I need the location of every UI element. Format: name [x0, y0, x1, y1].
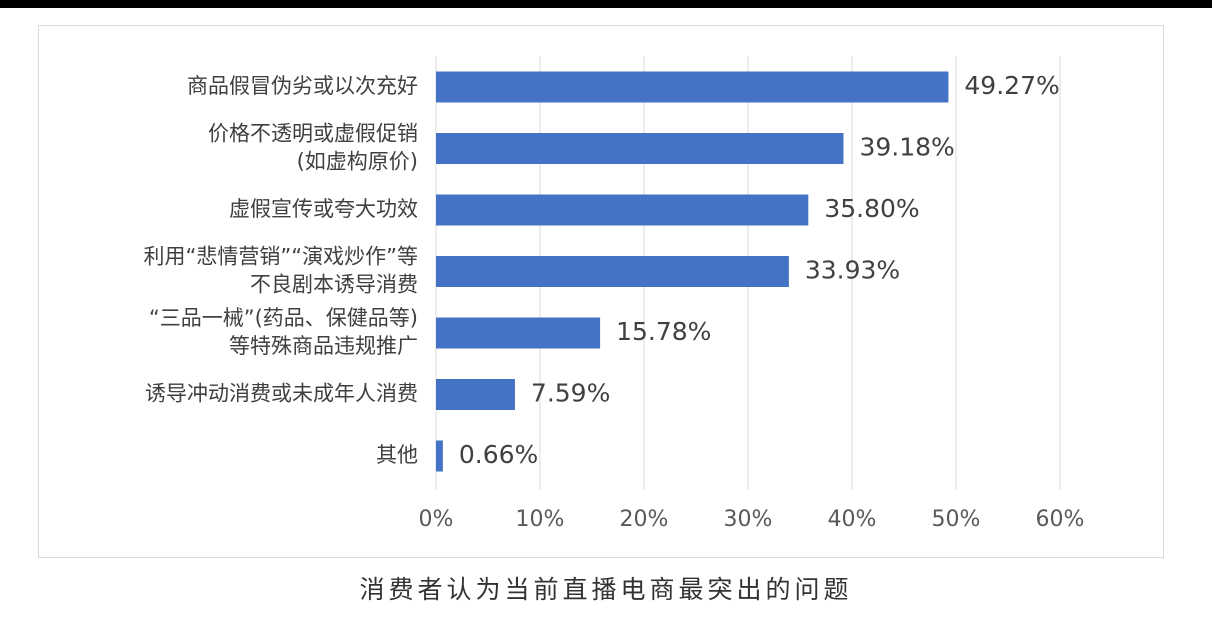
x-tick-label: 20% [620, 507, 669, 532]
bar [436, 379, 515, 410]
x-tick-label: 0% [419, 507, 454, 532]
category-label: “三品一械”(药品、保健品等) [149, 306, 418, 330]
labels: 0% 10% 20% 30% 40% 50% 60% 49.27% 商品假冒伪劣或以次充好 39.… [143, 71, 1084, 532]
x-tick-label: 50% [932, 507, 981, 532]
x-tick-label: 40% [828, 507, 877, 532]
category-label: 等特殊商品违规推广 [229, 334, 418, 358]
category-label: (如虚构原价) [297, 150, 418, 174]
category-label: 不良剧本诱导消费 [250, 273, 418, 297]
bar [436, 317, 601, 349]
chart-frame [38, 25, 1164, 558]
x-tick-label: 30% [724, 507, 773, 532]
bar [436, 440, 443, 472]
chart-caption: 消费者认为当前直播电商最突出的问题 [359, 575, 853, 604]
bar [436, 194, 809, 226]
value-label: 0.66% [459, 440, 538, 469]
category-label: 价格不透明或虚假促销 [208, 122, 418, 146]
x-tick-label: 60% [1036, 507, 1085, 532]
category-label: 商品假冒伪劣或以次充好 [187, 74, 418, 98]
value-label: 33.93% [805, 256, 900, 285]
bars [436, 71, 949, 472]
bar [436, 256, 789, 287]
bar [436, 71, 949, 103]
value-label: 49.27% [964, 71, 1059, 100]
category-label: 虚假宣传或夸大功效 [229, 197, 418, 221]
x-tick-label: 10% [516, 507, 565, 532]
bar [436, 133, 844, 164]
value-label: 35.80% [824, 194, 919, 223]
value-label: 7.59% [531, 379, 610, 408]
top-black-bar [0, 0, 1212, 8]
category-label: 诱导冲动消费或未成年人消费 [145, 382, 418, 406]
category-label: 其他 [376, 443, 418, 467]
value-label: 39.18% [859, 133, 954, 162]
category-label: 利用“悲情营销”“演戏炒作”等 [143, 245, 418, 269]
value-label: 15.78% [616, 317, 711, 346]
